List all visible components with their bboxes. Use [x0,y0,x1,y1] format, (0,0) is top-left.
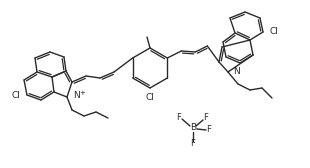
Text: Cl: Cl [11,92,20,100]
Text: B: B [190,123,196,133]
Text: F: F [204,114,208,122]
Text: F: F [206,125,211,135]
Text: Cl: Cl [146,93,154,101]
Text: N: N [73,92,80,100]
Text: +: + [79,90,85,96]
Text: F: F [191,139,195,149]
Text: N: N [233,68,240,76]
Text: F: F [177,113,181,121]
Text: Cl: Cl [270,28,278,36]
